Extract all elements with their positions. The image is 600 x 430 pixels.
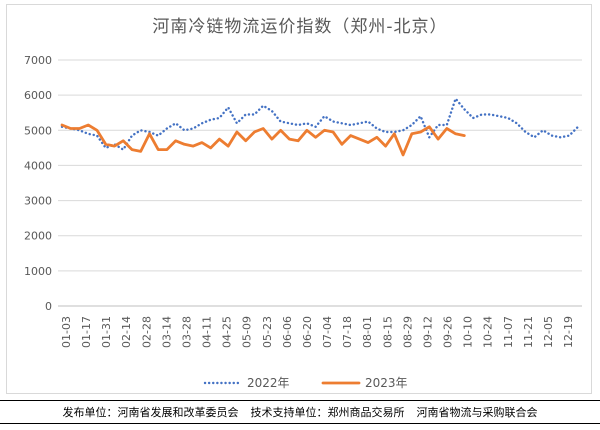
y-tick-label: 0 bbox=[45, 300, 52, 313]
x-tick-label: 03-28 bbox=[180, 316, 193, 348]
footer-tech-support: 技术支持单位：郑州商品交易所 bbox=[250, 406, 405, 419]
x-tick-label: 09-26 bbox=[442, 316, 455, 348]
y-tick-label: 5000 bbox=[24, 124, 52, 137]
x-tick-label: 11-07 bbox=[502, 316, 515, 348]
y-tick-label: 4000 bbox=[24, 159, 52, 172]
y-tick-label: 7000 bbox=[24, 54, 52, 67]
x-tick-label: 12-05 bbox=[542, 316, 555, 348]
x-tick-label: 08-29 bbox=[401, 316, 414, 348]
x-tick-label: 01-17 bbox=[80, 316, 93, 348]
x-tick-label: 08-15 bbox=[381, 316, 394, 348]
x-tick-label: 10-10 bbox=[462, 316, 475, 348]
x-tick-label: 09-12 bbox=[421, 316, 434, 348]
footer-bar: 发布单位：河南省发展和改革委员会 技术支持单位：郑州商品交易所 河南省物流与采购… bbox=[0, 400, 600, 424]
footer-partner: 河南省物流与采购联合会 bbox=[416, 406, 538, 419]
x-tick-label: 08-01 bbox=[361, 316, 374, 348]
legend-label-2: 2023年 bbox=[365, 376, 408, 390]
series-line-2 bbox=[60, 123, 466, 157]
y-tick-label: 3000 bbox=[24, 195, 52, 208]
footer-publisher: 发布单位：河南省发展和改革委员会 bbox=[62, 406, 239, 419]
series-line-1 bbox=[60, 97, 580, 151]
legend-label-1: 2022年 bbox=[247, 376, 290, 390]
x-tick-label: 02-14 bbox=[120, 316, 133, 348]
y-tick-label: 1000 bbox=[24, 265, 52, 278]
chart-title: 河南冷链物流运价指数（郑州-北京） bbox=[152, 17, 448, 37]
x-tick-label: 01-03 bbox=[60, 316, 73, 348]
line-chart: 0 1000 2000 3000 4000 5000 6000 7000 01-03 01-17 0… bbox=[24, 54, 582, 390]
x-tick-label: 04-25 bbox=[221, 316, 234, 348]
y-tick-label: 6000 bbox=[24, 89, 52, 102]
chart-frame bbox=[6, 4, 592, 394]
x-tick-label: 05-23 bbox=[261, 316, 274, 348]
x-tick-label: 01-31 bbox=[100, 316, 113, 348]
x-tick-label: 03-14 bbox=[160, 316, 173, 348]
x-tick-label: 04-11 bbox=[201, 316, 214, 348]
x-tick-label: 11-21 bbox=[522, 316, 535, 348]
x-tick-label: 06-06 bbox=[281, 316, 294, 348]
x-tick-label: 02-28 bbox=[140, 316, 153, 348]
x-tick-label: 12-19 bbox=[562, 316, 575, 348]
x-tick-label: 06-20 bbox=[301, 316, 314, 348]
x-tick-label: 10-24 bbox=[482, 316, 495, 348]
y-tick-label: 2000 bbox=[24, 230, 52, 243]
x-tick-label: 07-04 bbox=[321, 316, 334, 348]
x-tick-label: 05-09 bbox=[241, 316, 254, 348]
x-tick-label: 07-18 bbox=[341, 316, 354, 348]
